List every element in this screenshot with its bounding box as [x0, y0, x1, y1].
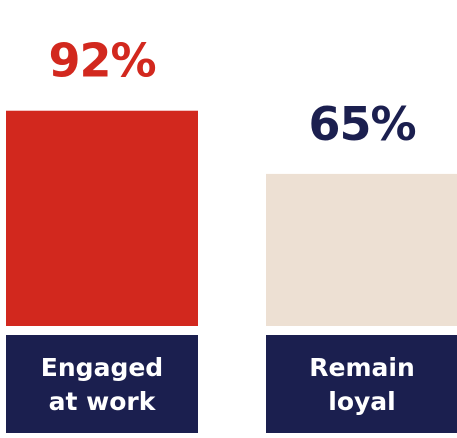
bar-value-label-0: 92% [48, 34, 155, 88]
category-label-0-line-0: Engaged [41, 353, 163, 382]
category-label-1-line-0: Remain [309, 353, 415, 382]
bar-value-label-1: 65% [308, 97, 415, 151]
category-label-0-line-1: at work [49, 387, 157, 416]
category-label-1-line-1: loyal [328, 387, 395, 416]
bar-0 [6, 110, 198, 326]
category-label-box-0 [6, 335, 198, 433]
bar-1 [266, 173, 457, 326]
category-label-box-1 [266, 335, 457, 433]
